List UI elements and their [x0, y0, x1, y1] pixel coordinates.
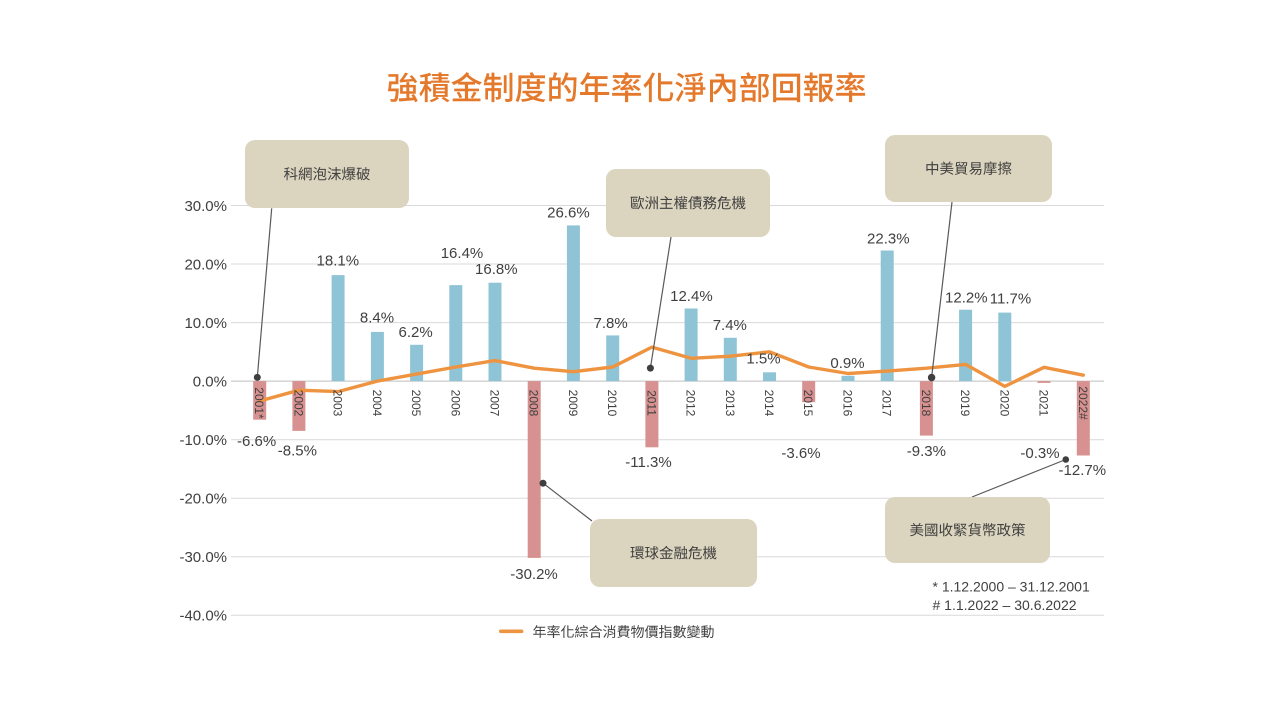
svg-text:16.8%: 16.8% [475, 261, 518, 278]
svg-text:2014: 2014 [762, 390, 776, 417]
svg-text:11.7%: 11.7% [990, 290, 1031, 307]
svg-text:2022#: 2022# [1076, 386, 1090, 420]
svg-text:-30.0%: -30.0% [179, 549, 227, 566]
svg-text:-9.3%: -9.3% [907, 443, 946, 460]
svg-text:2007: 2007 [488, 390, 502, 417]
svg-text:30.0%: 30.0% [184, 198, 227, 215]
svg-text:-10.0%: -10.0% [179, 432, 227, 449]
svg-text:2003: 2003 [331, 390, 345, 417]
svg-text:22.3%: 22.3% [867, 230, 910, 247]
svg-text:-8.5%: -8.5% [278, 443, 317, 460]
svg-text:8.4%: 8.4% [360, 309, 394, 326]
svg-text:16.4%: 16.4% [441, 245, 484, 262]
svg-text:0.9%: 0.9% [830, 355, 864, 372]
svg-text:-11.3%: -11.3% [625, 454, 671, 471]
svg-text:2020: 2020 [997, 390, 1011, 417]
svg-text:2006: 2006 [448, 390, 462, 417]
svg-text:-6.6%: -6.6% [237, 433, 276, 450]
svg-text:2018: 2018 [919, 390, 933, 417]
svg-text:7.4%: 7.4% [713, 317, 747, 334]
svg-text:-30.2%: -30.2% [510, 566, 558, 583]
svg-text:2009: 2009 [566, 390, 580, 417]
svg-text:0.0%: 0.0% [193, 373, 227, 390]
svg-text:18.1%: 18.1% [317, 252, 360, 269]
svg-text:2008: 2008 [527, 390, 541, 417]
svg-text:-3.6%: -3.6% [781, 445, 820, 462]
svg-text:2005: 2005 [409, 390, 423, 417]
svg-text:12.2%: 12.2% [945, 289, 988, 306]
svg-text:1.5%: 1.5% [746, 350, 780, 367]
svg-text:* 1.12.2000 – 31.12.2001: * 1.12.2000 – 31.12.2001 [933, 579, 1090, 595]
svg-text:2001*: 2001* [252, 387, 266, 419]
svg-text:10.0%: 10.0% [184, 315, 227, 332]
svg-text:2015: 2015 [801, 390, 815, 417]
svg-text:2004: 2004 [370, 390, 384, 417]
svg-text:12.4%: 12.4% [670, 288, 713, 305]
svg-text:2016: 2016 [841, 390, 855, 417]
svg-text:-40.0%: -40.0% [179, 608, 227, 625]
svg-text:-20.0%: -20.0% [179, 491, 227, 508]
svg-text:2021: 2021 [1037, 390, 1051, 417]
svg-text:2013: 2013 [723, 390, 737, 417]
svg-text:2017: 2017 [880, 390, 894, 417]
svg-text:2011: 2011 [644, 390, 658, 416]
svg-text:2010: 2010 [605, 390, 619, 417]
svg-text:20.0%: 20.0% [184, 256, 227, 273]
svg-text:26.6%: 26.6% [547, 204, 590, 221]
svg-text:# 1.1.2022 – 30.6.2022: # 1.1.2022 – 30.6.2022 [933, 597, 1077, 613]
svg-text:7.8%: 7.8% [593, 315, 627, 332]
svg-text:2019: 2019 [958, 390, 972, 417]
svg-text:2012: 2012 [684, 390, 698, 417]
svg-text:6.2%: 6.2% [398, 324, 432, 341]
svg-text:2002: 2002 [291, 390, 305, 417]
svg-text:-12.7%: -12.7% [1059, 462, 1107, 479]
svg-text:-0.3%: -0.3% [1020, 445, 1059, 462]
